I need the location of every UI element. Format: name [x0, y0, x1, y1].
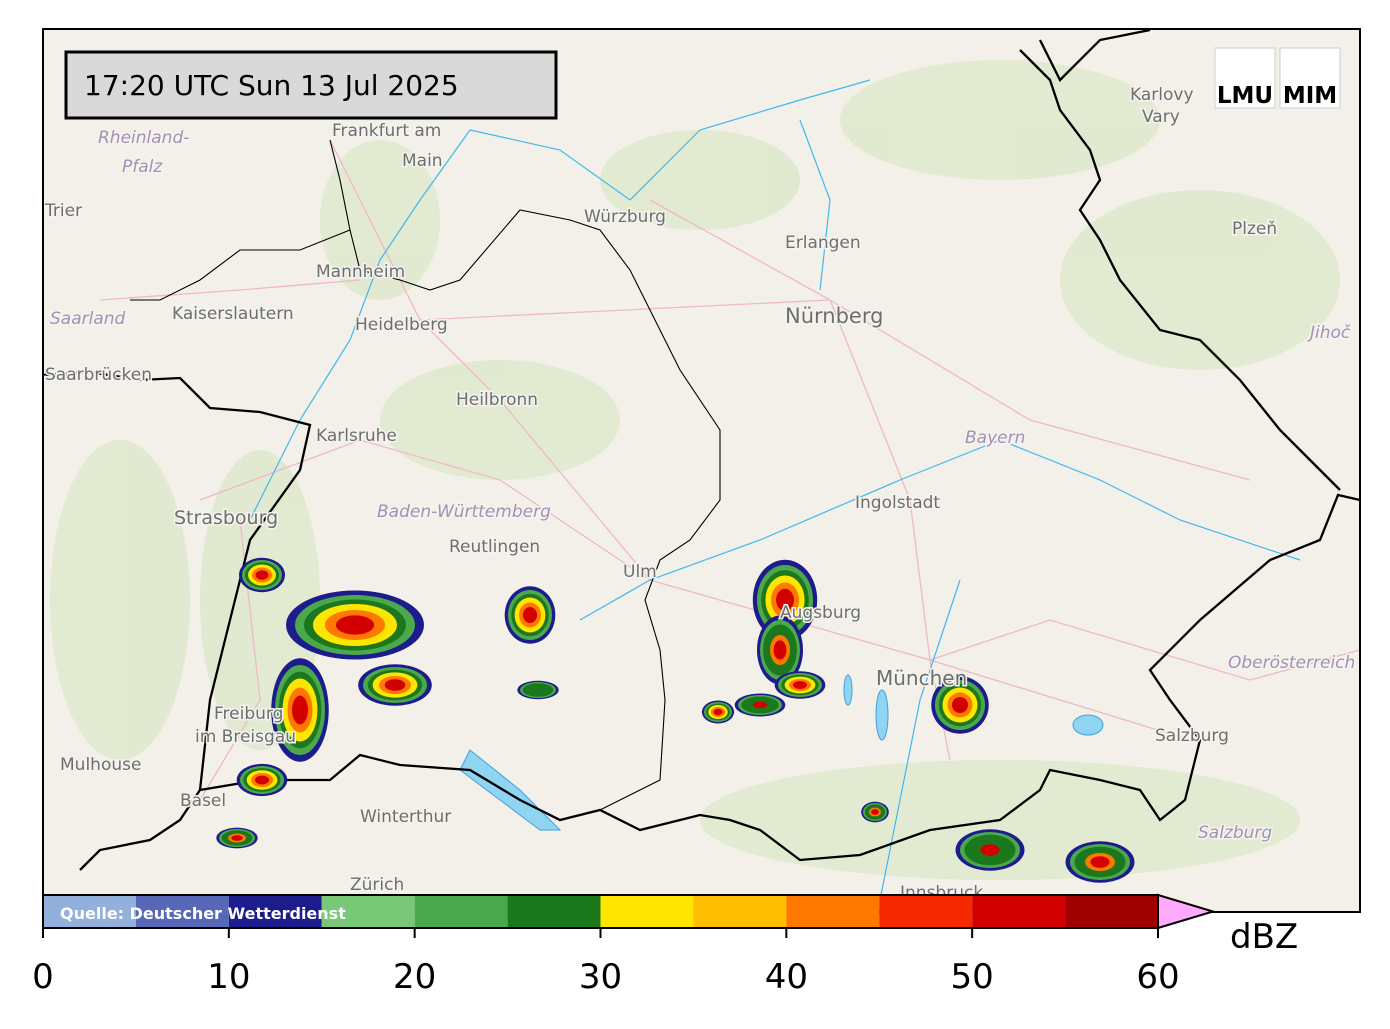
place-label: Basel: [180, 791, 226, 811]
place-label: Saarland: [50, 309, 126, 329]
place-label: Plzeň: [1232, 219, 1277, 239]
place-label: Reutlingen: [449, 537, 540, 557]
place-label: Salzburg: [1198, 823, 1272, 843]
echo: [254, 775, 270, 785]
colorbar-tick-label: 50: [951, 957, 994, 997]
echo: [384, 679, 406, 691]
place-label: Erlangen: [785, 233, 861, 253]
place-label: Augsburg: [780, 603, 861, 623]
state-borders: [130, 139, 721, 811]
place-label: Pfalz: [122, 157, 163, 177]
place-label: Oberösterreich: [1228, 653, 1355, 673]
colorbar-bin: [135, 895, 229, 928]
logo-box: [1214, 47, 1276, 109]
country-borders: [42, 28, 1361, 871]
place-label: Frankfurt am: [332, 121, 441, 141]
place-label: Saarbrücken: [45, 365, 152, 385]
place-label: Heidelberg: [355, 315, 448, 335]
echo: [952, 697, 968, 713]
echo: [292, 695, 308, 725]
place-label: Freiburg: [214, 704, 283, 724]
echo: [752, 701, 768, 709]
place-label: Nürnberg: [785, 304, 883, 328]
place-label: Salzburg: [1155, 726, 1229, 746]
place-label: Winterthur: [360, 807, 451, 827]
place-label: Bayern: [965, 428, 1025, 448]
rivers: [249, 79, 1301, 901]
echo: [773, 640, 787, 660]
echo: [980, 844, 1000, 856]
place-label: Kaiserslautern: [172, 304, 294, 324]
colorbar-tick-label: 30: [579, 957, 622, 997]
echo: [713, 708, 723, 716]
place-label: Rheinland-: [98, 128, 189, 148]
place-label: Heilbronn: [456, 390, 538, 410]
echo: [255, 570, 269, 580]
place-label: im Breisgau: [195, 727, 296, 747]
place-label: Würzburg: [584, 207, 666, 227]
logo-box: [1279, 47, 1341, 109]
logo-text: MIM: [1283, 83, 1337, 109]
colorbar-tick-label: 60: [1136, 957, 1179, 997]
colorbar-tick-label: 20: [393, 957, 436, 997]
place-label: Zürich: [350, 875, 404, 895]
colorbar-bin: [786, 895, 880, 928]
logo-text: LMU: [1217, 83, 1273, 109]
colorbar-bin: [693, 895, 787, 928]
echo: [231, 835, 243, 841]
radar-echoes: [216, 557, 1135, 883]
colorbar-bin: [972, 895, 1066, 928]
colorbar-bin: [228, 895, 322, 928]
colorbar-label: dBZ: [1230, 917, 1298, 957]
echo: [522, 683, 554, 697]
place-label: Strasbourg: [174, 507, 278, 529]
place-label: Mulhouse: [60, 755, 141, 775]
place-label: Karlsruhe: [316, 426, 397, 446]
echo: [522, 607, 538, 623]
colorbar-tick-label: 0: [32, 957, 54, 997]
echo: [1090, 856, 1110, 868]
place-label: Main: [402, 151, 443, 171]
place-label: Ulm: [623, 562, 657, 582]
place-label: Baden-Württemberg: [377, 502, 551, 522]
colorbar-bin: [414, 895, 508, 928]
place-label: Mannheim: [316, 262, 405, 282]
place-label: Vary: [1142, 107, 1180, 127]
place-label: Trier: [44, 201, 82, 221]
echo: [792, 681, 808, 689]
echo: [871, 809, 879, 815]
echo: [335, 615, 375, 635]
colorbar-tick-label: 10: [207, 957, 250, 997]
colorbar-bin: [1065, 895, 1158, 928]
colorbar-bin: [43, 895, 136, 928]
timestamp: 17:20 UTC Sun 13 Jul 2025: [84, 69, 459, 102]
colorbar-bin: [600, 895, 694, 928]
colorbar-tick-label: 40: [765, 957, 808, 997]
place-label: Karlovy: [1130, 85, 1194, 105]
colorbar-bin: [321, 895, 415, 928]
place-label: München: [876, 666, 967, 690]
place-label: Ingolstadt: [855, 493, 940, 513]
place-label: Jihoč: [1307, 323, 1351, 343]
source-credit: Quelle: Deutscher Wetterdienst: [60, 904, 346, 923]
colorbar-bin: [879, 895, 973, 928]
timestamp-box: [64, 50, 558, 120]
colorbar-bin: [507, 895, 601, 928]
echo: [776, 588, 794, 612]
